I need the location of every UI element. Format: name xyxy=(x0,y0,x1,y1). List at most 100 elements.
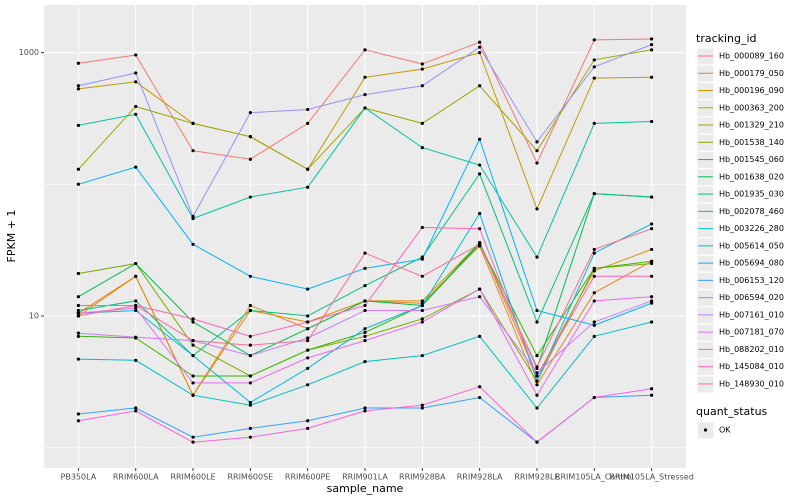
data-point xyxy=(363,338,367,343)
data-point xyxy=(478,84,482,88)
data-point xyxy=(76,167,80,171)
data-point xyxy=(76,331,80,335)
data-point xyxy=(76,412,80,416)
data-point xyxy=(650,247,654,252)
data-point xyxy=(535,374,539,378)
data-point xyxy=(650,301,654,305)
data-point xyxy=(248,157,252,161)
data-point xyxy=(248,303,252,308)
data-point xyxy=(363,251,367,255)
data-point xyxy=(306,336,310,340)
data-point xyxy=(76,295,80,299)
legend-label: Hb_007161_010 xyxy=(719,310,784,319)
data-point xyxy=(592,274,596,278)
data-point xyxy=(650,48,654,52)
data-point xyxy=(191,320,195,324)
x-tick-label: RRIM105LA_Stressed xyxy=(609,473,693,482)
data-point xyxy=(420,274,424,278)
x-tick-label: RRIM928BA xyxy=(399,473,446,482)
legend-label: Hb_002078_460 xyxy=(719,207,784,216)
data-point xyxy=(363,334,367,338)
data-point xyxy=(650,37,654,41)
y-axis-title: FPKM + 1 xyxy=(5,210,18,263)
data-point xyxy=(76,311,80,315)
data-point xyxy=(191,353,195,358)
data-point xyxy=(76,84,80,88)
x-tick-label: RRIM600LE xyxy=(170,473,215,482)
x-tick-label: RRIM928LA xyxy=(457,473,503,482)
data-point xyxy=(363,303,367,308)
data-point xyxy=(420,301,424,305)
data-point xyxy=(134,104,138,109)
data-point xyxy=(248,435,252,439)
x-tick-label: RRIM901LA xyxy=(342,473,388,482)
legend-label: Hb_006594_020 xyxy=(719,293,784,302)
data-point xyxy=(592,334,596,338)
data-point xyxy=(478,385,482,389)
data-point xyxy=(650,393,654,397)
data-point xyxy=(191,435,195,439)
data-point xyxy=(363,266,367,270)
data-point xyxy=(134,274,138,278)
data-point xyxy=(478,51,482,55)
data-point xyxy=(420,308,424,313)
legend-label: Hb_005614_050 xyxy=(719,241,784,250)
legend-label: Hb_000089_160 xyxy=(719,52,784,61)
data-point xyxy=(363,308,367,313)
data-point xyxy=(650,299,654,303)
legend-title: quant_status xyxy=(696,405,768,418)
data-point xyxy=(535,440,539,444)
data-point xyxy=(535,353,539,358)
data-point xyxy=(248,426,252,430)
data-point xyxy=(306,327,310,331)
data-point xyxy=(306,383,310,387)
data-point xyxy=(76,182,80,186)
data-point xyxy=(478,45,482,49)
data-point xyxy=(363,48,367,52)
data-point xyxy=(478,172,482,176)
data-point xyxy=(306,121,310,126)
data-point xyxy=(134,112,138,116)
data-point xyxy=(191,121,195,126)
data-point xyxy=(535,161,539,165)
data-point xyxy=(134,406,138,410)
data-point xyxy=(306,167,310,171)
data-point xyxy=(134,306,138,310)
data-point xyxy=(478,242,482,246)
data-point xyxy=(76,308,80,313)
data-point xyxy=(535,371,539,375)
data-point xyxy=(592,251,596,255)
data-point xyxy=(248,353,252,358)
legend-label: Hb_001935_030 xyxy=(719,190,784,199)
data-point xyxy=(363,330,367,334)
data-point xyxy=(420,62,424,66)
data-point xyxy=(535,365,539,369)
data-point xyxy=(420,403,424,407)
data-point xyxy=(191,374,195,378)
data-point xyxy=(363,106,367,110)
data-point xyxy=(592,121,596,126)
data-point xyxy=(76,419,80,423)
data-point xyxy=(535,255,539,259)
data-point xyxy=(420,121,424,126)
data-point xyxy=(535,379,539,383)
data-point xyxy=(363,75,367,79)
data-point xyxy=(363,327,367,331)
legend-label: Hb_001538_140 xyxy=(719,138,784,147)
data-point xyxy=(592,191,596,196)
data-point xyxy=(248,274,252,278)
data-point xyxy=(134,303,138,308)
x-tick-label: RRIM600LA xyxy=(113,473,159,482)
data-point xyxy=(306,338,310,343)
data-point xyxy=(191,440,195,444)
data-point xyxy=(191,381,195,385)
data-point xyxy=(248,374,252,378)
legend-key xyxy=(696,116,715,135)
legend-label: Hb_007181_070 xyxy=(719,328,784,337)
data-point xyxy=(478,295,482,299)
data-point xyxy=(478,163,482,167)
legend-title: tracking_id xyxy=(696,32,757,45)
data-point xyxy=(592,266,596,270)
data-point xyxy=(76,334,80,338)
